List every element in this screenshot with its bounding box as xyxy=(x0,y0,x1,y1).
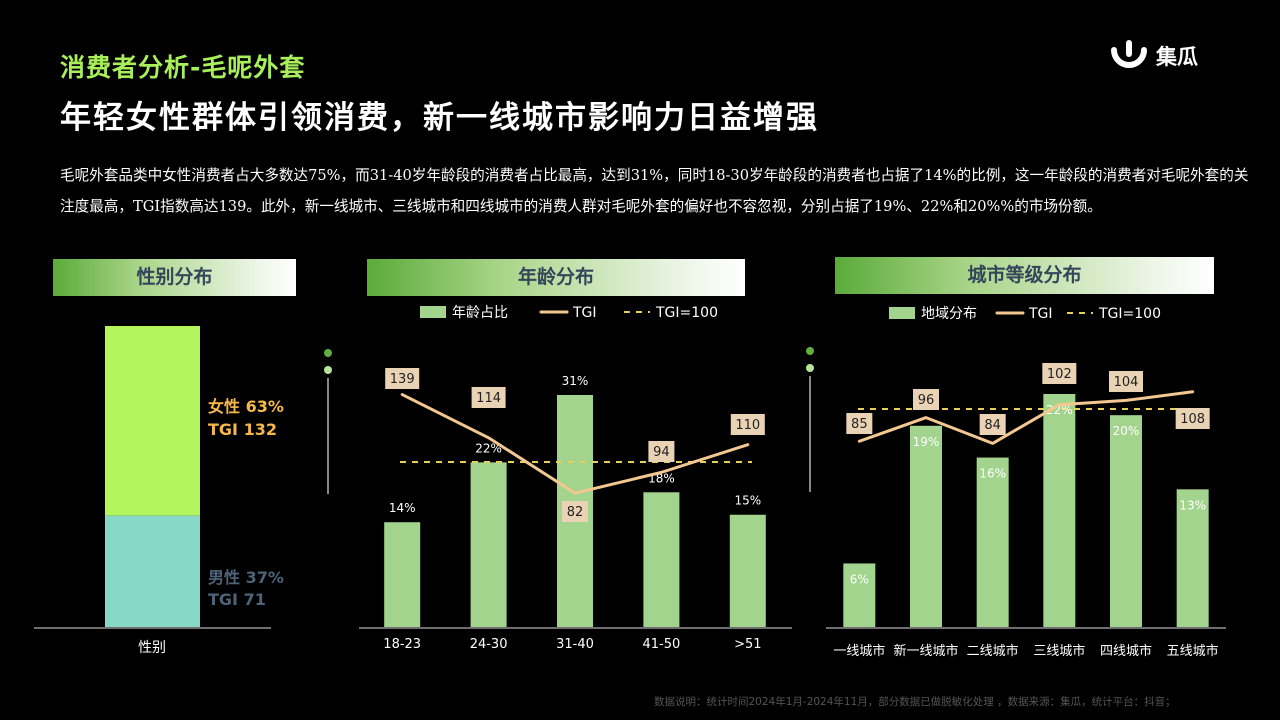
city-tgi-value-label: 102 xyxy=(1047,367,1072,382)
city-category-label: 四线城市 xyxy=(1100,643,1152,659)
age-tgi-label-box xyxy=(385,368,420,389)
city-tgi-label-box xyxy=(1042,363,1077,384)
age-bar xyxy=(729,514,766,627)
age-legend-ref-label: TGI=100 xyxy=(655,305,718,321)
age-tgi-value-label: 139 xyxy=(390,372,415,387)
gender-category-label: 性别 xyxy=(138,640,166,656)
city-tgi-label-box xyxy=(913,389,939,410)
city-tgi-value-label: 96 xyxy=(918,393,935,408)
city-tgi-label-box xyxy=(846,413,873,434)
age-category-label: 41-50 xyxy=(643,637,681,652)
deco-dot-icon xyxy=(806,364,814,372)
age-tgi-value-label: 114 xyxy=(476,391,501,406)
deco-dot-icon xyxy=(324,366,332,374)
female-tgi-label: TGI 132 xyxy=(208,420,277,439)
city-bar-value-label: 6% xyxy=(850,572,869,586)
city-tgi-label-box xyxy=(1175,408,1210,429)
age-legend-bar-label: 年龄占比 xyxy=(452,305,508,321)
city-bar xyxy=(910,425,942,627)
deco-dot-icon xyxy=(806,347,814,355)
city-chart-title: 城市等级分布 xyxy=(835,257,1214,294)
male-bar xyxy=(105,515,200,627)
city-bar-value-label: 22% xyxy=(1046,403,1073,417)
female-bar xyxy=(105,326,200,516)
city-bar xyxy=(976,457,1009,627)
age-tgi-value-label: 110 xyxy=(735,418,760,433)
age-bar-value-label: 22% xyxy=(475,441,502,455)
age-bar xyxy=(384,522,421,627)
age-tgi-line xyxy=(400,393,750,495)
age-bar xyxy=(643,492,680,627)
city-bar-value-label: 20% xyxy=(1113,424,1140,438)
age-bar-value-label: 14% xyxy=(389,501,416,515)
city-tgi-line xyxy=(857,390,1195,445)
city-category-label: 二线城市 xyxy=(967,643,1019,659)
city-bar xyxy=(1110,415,1142,627)
age-tgi-label-box xyxy=(562,501,588,522)
age-tgi-label-box xyxy=(730,414,765,435)
city-tgi-value-label: 104 xyxy=(1114,375,1139,390)
city-legend-tgi-label: TGI xyxy=(1028,306,1053,322)
age-tgi-value-label: 94 xyxy=(653,445,670,460)
deco-dot-icon xyxy=(324,349,332,357)
city-tgi-value-label: 108 xyxy=(1180,412,1205,427)
logo-text: 集瓜 xyxy=(1156,45,1198,69)
page-title: 年轻女性群体引领消费，新一线城市影响力日益增强 xyxy=(60,100,819,136)
city-tgi-value-label: 85 xyxy=(851,417,868,432)
age-legend-bar-swatch xyxy=(420,306,446,318)
age-bar-value-label: 31% xyxy=(562,374,589,388)
city-tgi-value-label: 84 xyxy=(984,418,1001,433)
footer-note: 数据说明：统计时间2024年1月-2024年11月，部分数据已做脱敏化处理 ，数… xyxy=(654,696,1176,708)
city-category-label: 一线城市 xyxy=(833,643,885,659)
city-tgi-label-box xyxy=(979,414,1006,435)
city-category-label: 新一线城市 xyxy=(893,643,958,659)
city-tgi-label-box xyxy=(1109,371,1143,392)
age-tgi-label-box xyxy=(471,387,506,408)
description-paragraph: 毛呢外套品类中女性消费者占大多数达75%，而31-40岁年龄段的消费者占比最高，… xyxy=(60,167,1249,215)
city-category-label: 五线城市 xyxy=(1167,643,1219,659)
brand-logo: 集瓜 xyxy=(1110,40,1198,72)
age-bar-value-label: 15% xyxy=(734,494,761,508)
age-chart-title: 年龄分布 xyxy=(367,259,745,296)
gender-chart-title: 性别分布 xyxy=(53,259,296,296)
city-category-label: 三线城市 xyxy=(1033,643,1085,659)
age-bar xyxy=(470,462,507,627)
male-tgi-label: TGI 71 xyxy=(208,590,266,609)
age-legend-tgi-label: TGI xyxy=(572,305,597,321)
age-category-label: 31-40 xyxy=(556,637,594,652)
male-share-label: 男性 37% xyxy=(208,568,284,587)
city-bar-value-label: 13% xyxy=(1179,498,1206,512)
age-tgi-label-box xyxy=(648,441,675,462)
age-category-label: 24-30 xyxy=(470,637,508,652)
city-legend-bar-swatch xyxy=(889,307,915,319)
section-subtitle: 消费者分析-毛呢外套 xyxy=(60,53,306,82)
age-category-label: 18-23 xyxy=(383,637,421,652)
female-share-label: 女性 63% xyxy=(208,397,284,416)
jigua-logo-icon xyxy=(1111,40,1147,68)
age-category-label: >51 xyxy=(734,637,761,652)
city-bar xyxy=(843,563,876,627)
city-legend-bar-label: 地域分布 xyxy=(921,306,977,322)
city-bar-value-label: 19% xyxy=(913,435,940,449)
city-bar xyxy=(1043,394,1076,627)
age-tgi-value-label: 82 xyxy=(567,505,584,520)
city-bar-value-label: 16% xyxy=(979,467,1006,481)
city-bar xyxy=(1176,489,1209,627)
city-legend-ref-label: TGI=100 xyxy=(1098,306,1161,322)
